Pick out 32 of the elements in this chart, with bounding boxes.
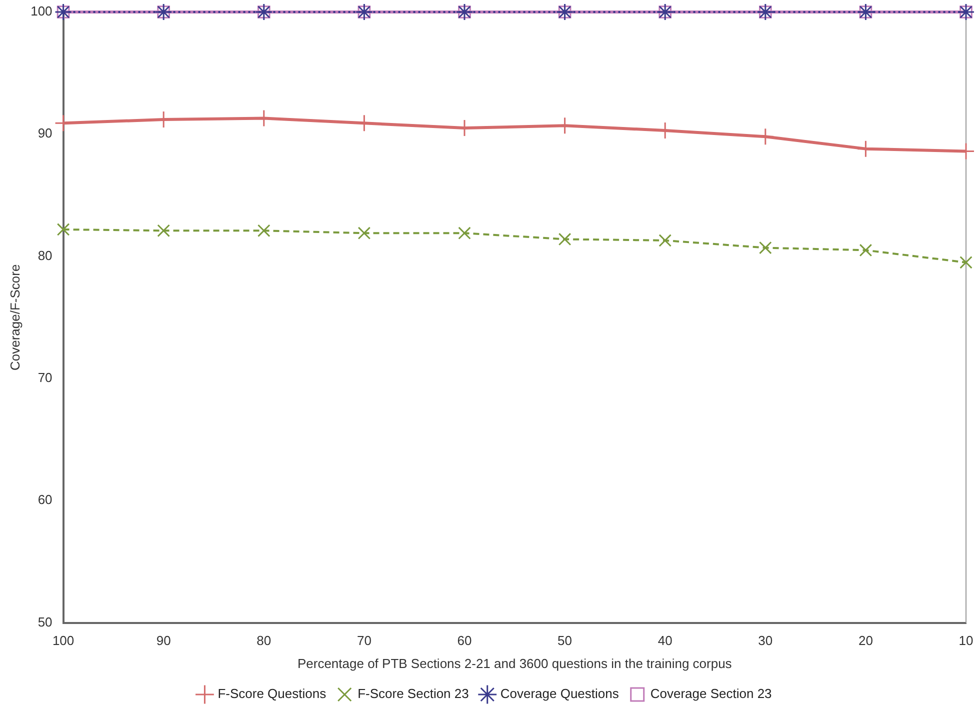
point (458, 226, 471, 240)
point (157, 224, 170, 238)
x-tick-label: 50 (558, 633, 572, 648)
point (558, 232, 572, 246)
x-tick-label: 100 (52, 633, 74, 648)
x-tick-label: 10 (958, 633, 974, 648)
point (758, 241, 772, 254)
x-tick-label: 70 (356, 633, 372, 648)
y-tick-label: 60 (38, 492, 52, 508)
x-tick-label: 30 (758, 633, 773, 648)
y-tick-label: 100 (30, 4, 52, 19)
x-tick-label: 20 (858, 633, 873, 648)
x-axis-title: Percentage of PTB Sections 2-21 and 3600 questions in the training corpus (297, 656, 732, 671)
point (960, 256, 972, 269)
legend-label: Coverage Section 23 (650, 686, 772, 702)
legend-label: F-Score Section 23 (358, 686, 469, 702)
point (358, 226, 371, 240)
point (859, 244, 872, 257)
point (257, 224, 270, 238)
legend-label: Coverage Questions (500, 686, 620, 702)
x-tick-label: 90 (156, 633, 171, 648)
y-tick-label: 90 (38, 126, 52, 141)
x-tick-label: 80 (256, 633, 272, 648)
x-tick-label: 40 (658, 633, 672, 648)
y-tick-label: 50 (38, 614, 52, 630)
y-tick-label: 80 (38, 248, 52, 263)
y-tick-label: 70 (38, 370, 52, 386)
x-tick-label: 60 (457, 633, 472, 648)
point (56, 223, 70, 236)
point (658, 234, 672, 247)
y-axis-title: Coverage/F-Score (7, 264, 22, 371)
legend-label: F-Score Questions (218, 686, 327, 702)
